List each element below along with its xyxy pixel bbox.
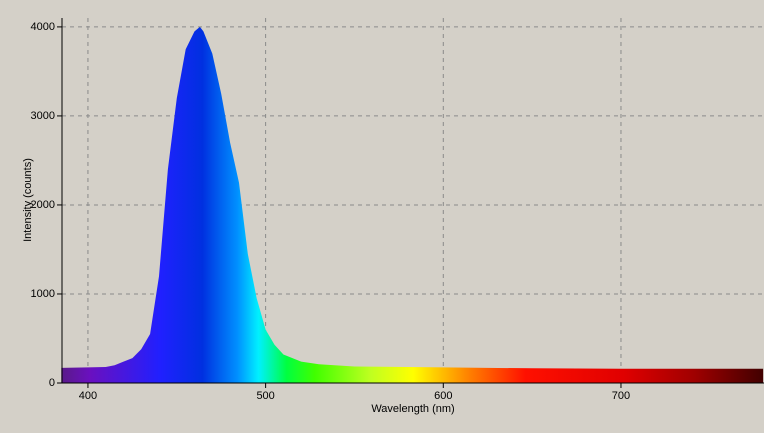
x-tick-label: 400 [79, 390, 97, 402]
y-axis-label: Intensity (counts) [22, 158, 34, 242]
y-tick-label: 0 [49, 377, 55, 389]
x-tick-label: 700 [612, 390, 630, 402]
y-tick-label: 1000 [31, 288, 55, 300]
x-tick-label: 500 [256, 390, 274, 402]
spectrum-area [61, 26, 764, 384]
x-axis-label: Wavelength (nm) [371, 403, 454, 415]
marks [61, 26, 764, 384]
y-tick-label: 4000 [31, 21, 55, 33]
x-tick-label: 600 [434, 390, 452, 402]
y-tick-label: 2000 [31, 199, 55, 211]
y-tick-label: 3000 [31, 110, 55, 122]
